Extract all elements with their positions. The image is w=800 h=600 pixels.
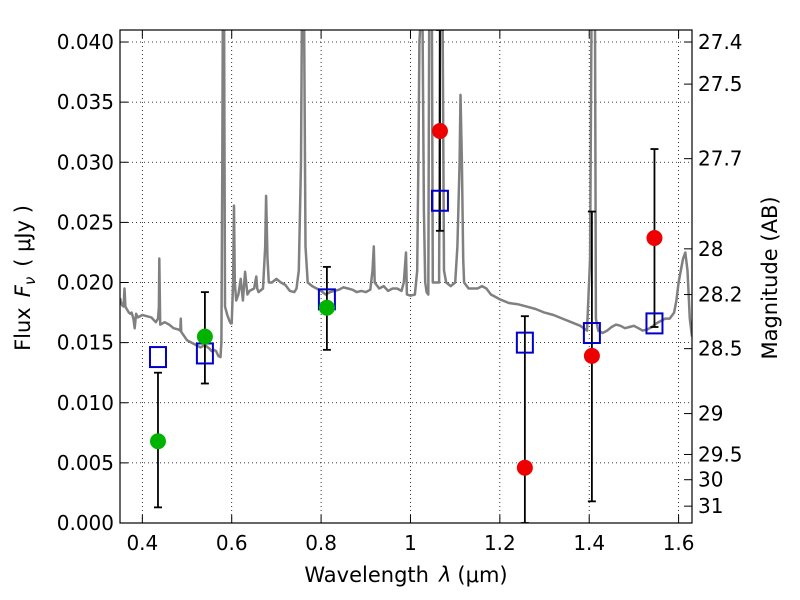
y-tick-label: 0.015 bbox=[57, 331, 114, 355]
x-tick-label: 1.4 bbox=[573, 531, 605, 555]
model-square-marker bbox=[430, 189, 449, 212]
model-square-marker bbox=[515, 331, 534, 354]
x-tick-label: 1 bbox=[404, 531, 417, 555]
y-tick-label: 0.025 bbox=[57, 210, 114, 234]
y-tick-label: 0.005 bbox=[57, 451, 114, 475]
y-tick-label: 0.035 bbox=[57, 90, 114, 114]
ticks bbox=[120, 30, 692, 524]
x-tick-label: 0.4 bbox=[126, 531, 158, 555]
y2-axis-title: Magnitude (AB) bbox=[758, 196, 782, 359]
x-tick-label: 1.2 bbox=[484, 531, 516, 555]
y-axis-title-subscript: ν bbox=[21, 277, 39, 285]
y-axis-title: Flux Fν ( μJy ) bbox=[11, 205, 39, 351]
plot-frame bbox=[119, 29, 693, 524]
y2-tick-label: 27.7 bbox=[698, 147, 743, 171]
x-axis-title: Wavelength λ (μm) bbox=[304, 563, 507, 587]
observed-red-point bbox=[646, 230, 663, 247]
y-axis-title-units: ( μJy ) bbox=[11, 205, 35, 267]
x-axis-title-text: Wavelength bbox=[304, 563, 429, 587]
y-tick-label: 0.020 bbox=[57, 271, 114, 295]
y2-tick-label: 31 bbox=[698, 494, 723, 518]
x-axis-title-symbol: λ bbox=[438, 563, 451, 587]
x-tick-label: 1.6 bbox=[663, 531, 695, 555]
x-tick-label: 0.8 bbox=[305, 531, 337, 555]
y-axis-title-text: Flux bbox=[11, 307, 35, 351]
model-square-marker bbox=[645, 312, 664, 335]
observed-red-point bbox=[516, 459, 533, 476]
y2-tick-label: 27.4 bbox=[698, 30, 743, 54]
observed-green-point bbox=[318, 299, 335, 316]
observed-green-point bbox=[149, 433, 166, 450]
observed-red-point bbox=[583, 347, 600, 364]
y-tick-label: 0.040 bbox=[57, 30, 114, 54]
y2-tick-label: 29 bbox=[698, 402, 723, 426]
y2-tick-label: 27.5 bbox=[698, 72, 743, 96]
x-axis-title-units: (μm) bbox=[457, 563, 507, 587]
model-square-marker bbox=[582, 322, 601, 345]
y2-tick-label: 28.5 bbox=[698, 337, 743, 361]
model-square-marker bbox=[148, 346, 167, 369]
observed-green-point bbox=[196, 328, 213, 345]
y-tick-label: 0.010 bbox=[57, 391, 114, 415]
observed-red-point bbox=[431, 123, 448, 140]
x-tick-label: 0.6 bbox=[216, 531, 248, 555]
y-tick-label: 0.030 bbox=[57, 150, 114, 174]
y2-tick-label: 28 bbox=[698, 237, 723, 261]
y2-tick-label: 30 bbox=[698, 468, 723, 492]
tick-labels: 0.4 0.6 0.8 1 1.2 1.4 1.6 0.000 0.005 0.010 0.015 0… bbox=[57, 30, 743, 555]
y-tick-label: 0.000 bbox=[57, 511, 114, 535]
marker-layer bbox=[148, 123, 664, 476]
y2-tick-label: 29.5 bbox=[698, 442, 743, 466]
y2-tick-label: 28.2 bbox=[698, 283, 743, 307]
y-axis-title-symbol: F bbox=[11, 284, 35, 297]
